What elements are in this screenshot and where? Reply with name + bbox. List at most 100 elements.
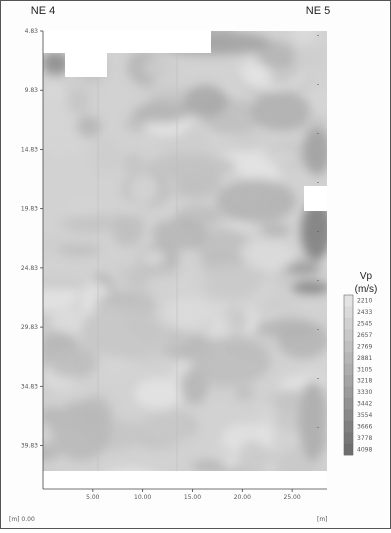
velocity-cell (116, 203, 145, 216)
colorbar-swatch (344, 306, 353, 319)
velocity-cell (62, 213, 114, 234)
y-tick-label: 29.83 (21, 324, 38, 331)
velocity-cell (163, 296, 215, 328)
colorbar-swatch (344, 317, 353, 330)
colorbar-unit: (m/s) (355, 284, 378, 295)
velocity-anomaly (184, 85, 228, 117)
colorbar-swatch (344, 375, 353, 387)
velocity-anomaly (285, 263, 321, 275)
colorbar-label: 3554 (357, 412, 372, 419)
y-tick-label: 19.83 (21, 206, 38, 213)
velocity-cell (256, 40, 296, 69)
velocity-cell (133, 378, 183, 410)
colorbar-label: 3442 (357, 401, 372, 408)
no-data-mask (43, 471, 327, 489)
y-tick-label: 14.83 (21, 146, 38, 153)
no-data-mask (65, 53, 107, 77)
x-unit-label: [m] (317, 516, 328, 523)
colorbar-swatch (344, 420, 353, 433)
velocity-cell (43, 443, 60, 462)
colorbar-swatch (344, 363, 353, 376)
colorbar-label: 3105 (357, 366, 372, 373)
colorbar-label: 3218 (357, 378, 372, 385)
colorbar-label: 3666 (357, 423, 372, 430)
colorbar-border (343, 294, 354, 456)
velocity-cell (48, 347, 99, 379)
velocity-cell (92, 139, 120, 173)
colorbar-label: 2545 (357, 321, 372, 328)
colorbar-label: 2210 (357, 298, 372, 305)
x-origin-label: [m] 0.00 (9, 516, 35, 523)
velocity-cell (62, 77, 101, 92)
heatmap-field (43, 31, 327, 489)
colorbar-title: Vp (360, 271, 373, 282)
velocity-cell (136, 411, 192, 444)
velocity-cell (65, 197, 105, 218)
velocity-anomaly (251, 91, 311, 131)
velocity-anomaly (291, 281, 327, 295)
velocity-cell (138, 84, 196, 97)
velocity-cell (152, 216, 207, 250)
colorbar: 2210 2433 2545 2657 2769 2881 3105 3218 3330 3442… (343, 294, 372, 456)
colorbar-swatch (344, 352, 353, 364)
y-tick-label: 24.83 (21, 265, 38, 272)
velocity-cell (145, 276, 195, 292)
velocity-cell (140, 250, 166, 265)
velocity-cell (191, 460, 225, 473)
x-tick-label: 5.00 (86, 494, 100, 501)
colorbar-label: 2657 (357, 332, 372, 339)
colorbar-swatch (344, 329, 353, 342)
velocity-cell (111, 208, 145, 247)
velocity-cell (264, 148, 299, 165)
velocity-cell (274, 389, 304, 418)
x-tick-label: 15.00 (184, 494, 201, 501)
colorbar-swatch (344, 386, 353, 399)
colorbar-swatch (344, 340, 353, 353)
y-tick-label: 34.83 (21, 383, 38, 390)
colorbar-swatch (344, 409, 353, 422)
velocity-cell (180, 369, 209, 405)
velocity-anomaly (43, 51, 70, 75)
borehole-left-label: NE 4 (31, 5, 55, 17)
velocity-cell (58, 243, 101, 257)
velocity-cell (143, 56, 177, 79)
velocity-cell (43, 277, 83, 290)
colorbar-label: 3778 (357, 435, 372, 442)
velocity-cell (50, 309, 88, 334)
y-tick-label: 4.83 (25, 28, 39, 35)
x-tick-label: 25.00 (284, 494, 301, 501)
velocity-cell (233, 385, 255, 401)
velocity-anomaly (81, 305, 161, 357)
colorbar-label: 4098 (357, 446, 372, 453)
velocity-cell (277, 321, 327, 360)
velocity-cell (291, 31, 318, 44)
velocity-cell (129, 173, 159, 204)
velocity-anomaly (191, 337, 271, 385)
velocity-cell (76, 115, 102, 138)
velocity-cell (260, 223, 291, 238)
colorbar-label: 3330 (357, 389, 372, 396)
velocity-cell (67, 89, 90, 115)
y-axis: 4.83 9.83 14.83 19.83 24.83 29.83 34.83 39.83 (21, 28, 43, 450)
velocity-cell (203, 263, 262, 301)
velocity-cell (121, 152, 145, 175)
x-tick-label: 20.00 (234, 494, 251, 501)
velocity-cell (237, 440, 269, 480)
colorbar-label: 2433 (357, 309, 372, 316)
x-tick-label: 10.00 (134, 494, 151, 501)
colorbar-label: 2769 (357, 343, 372, 350)
velocity-anomaly (146, 154, 236, 178)
colorbar-swatch (344, 432, 353, 444)
colorbar-label: 2881 (357, 355, 372, 362)
velocity-cell (236, 240, 295, 273)
y-tick-label: 39.83 (21, 443, 38, 450)
no-data-mask (43, 31, 211, 53)
colorbar-swatch (344, 295, 353, 307)
no-data-mask (304, 186, 327, 211)
y-tick-label: 9.83 (25, 87, 39, 94)
velocity-anomaly (301, 201, 327, 261)
velocity-anomaly (216, 179, 296, 223)
velocity-cell (294, 49, 326, 67)
